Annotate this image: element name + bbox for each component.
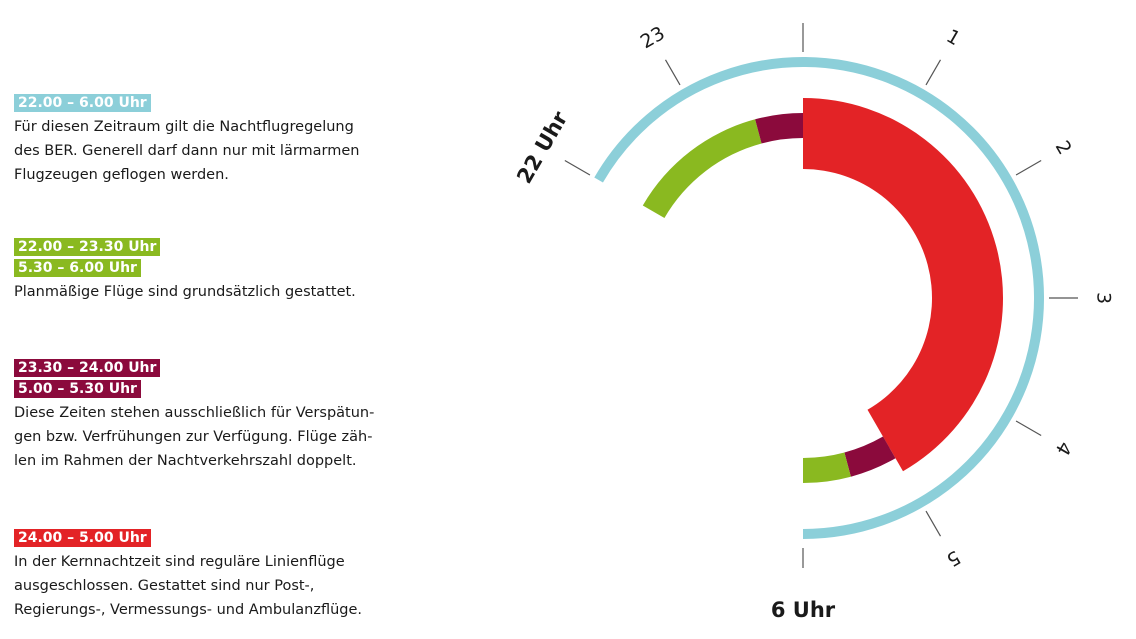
legend-description: In der Kernnachtzeit sind reguläre Linie… — [14, 550, 434, 622]
range-badge: 24.00 – 5.00 Uhr — [14, 529, 151, 547]
range-badge: 22.00 – 23.30 Uhr — [14, 238, 161, 256]
description-line: Diese Zeiten stehen ausschließlich für V… — [14, 405, 375, 421]
description-line: Für diesen Zeitraum gilt die Nachtflugre… — [14, 119, 354, 135]
description-line: ausgeschlossen. Gestattet sind nur Post-… — [14, 578, 315, 594]
hour-tick — [664, 59, 681, 86]
time-segment-22-23_5 — [642, 119, 762, 218]
description-line: Flugzeugen geflogen werden. — [14, 167, 229, 183]
hour-label-1: 1 — [943, 25, 964, 50]
range-badge: 23.30 – 24.00 Uhr — [14, 359, 161, 377]
hour-tick — [1015, 420, 1042, 437]
description-line: gen bzw. Verfrühungen zur Verfügung. Flü… — [14, 429, 373, 445]
legend-group-delays: 23.30 – 24.00 Uhr 5.00 – 5.30 Uhr Diese … — [14, 359, 434, 473]
hour-label-5: 5 — [943, 546, 964, 571]
hour-tick — [564, 159, 591, 176]
hour-label-22: 22 Uhr — [512, 107, 573, 188]
hour-label-6: 6 Uhr — [771, 598, 836, 622]
range-badge: 5.00 – 5.30 Uhr — [14, 380, 141, 398]
time-segment-5_5-6 — [803, 452, 851, 484]
hour-label-2: 2 — [1051, 137, 1076, 158]
legend-group-scheduled-flights: 22.00 – 23.30 Uhr 5.30 – 6.00 Uhr Planmä… — [14, 238, 434, 304]
legend-description: Planmäßige Flüge sind grundsätzlich gest… — [14, 280, 434, 304]
description-line: Planmäßige Flüge sind grundsätzlich gest… — [14, 284, 356, 300]
legend-description: Für diesen Zeitraum gilt die Nachtflugre… — [14, 115, 434, 187]
hour-tick — [1015, 159, 1042, 176]
range-badge: 22.00 – 6.00 Uhr — [14, 94, 151, 112]
range-badge: 5.30 – 6.00 Uhr — [14, 259, 141, 277]
description-line: des BER. Generell darf dann nur mit lärm… — [14, 143, 360, 159]
night-regulation-ring — [594, 57, 1044, 539]
hour-label-3: 3 — [1093, 292, 1115, 304]
hour-tick — [925, 510, 942, 537]
hour-label-23: 23 — [637, 22, 669, 53]
hour-tick — [925, 59, 942, 86]
description-line: In der Kernnachtzeit sind reguläre Linie… — [14, 554, 345, 570]
time-segment-0-5 — [803, 98, 1004, 472]
legend-group-night-regulation: 22.00 – 6.00 Uhr Für diesen Zeitraum gil… — [14, 94, 434, 187]
time-segment-23_5-24 — [755, 113, 803, 144]
hour-label-4: 4 — [1051, 438, 1076, 459]
time-segment-5-5_5 — [844, 436, 896, 477]
description-line: Regierungs-, Vermessungs- und Ambulanzfl… — [14, 602, 363, 618]
description-line: len im Rahmen der Nachtverkehrszahl dopp… — [14, 453, 357, 469]
legend-group-core-night: 24.00 – 5.00 Uhr In der Kernnachtzeit si… — [14, 529, 434, 622]
legend-description: Diese Zeiten stehen ausschließlich für V… — [14, 401, 434, 473]
